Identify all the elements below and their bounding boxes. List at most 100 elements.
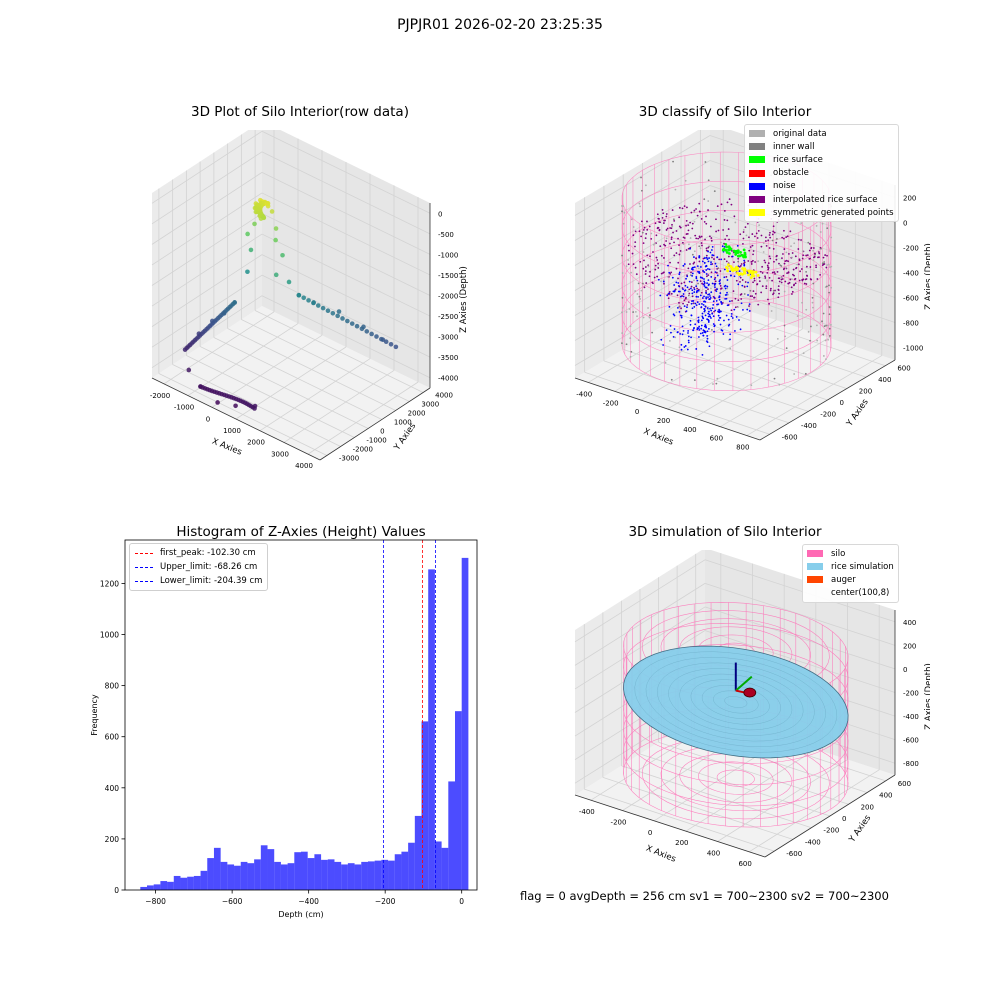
interp-point xyxy=(753,277,756,280)
interp-point xyxy=(715,218,717,221)
symmetric-point xyxy=(735,268,739,271)
interp-point xyxy=(728,198,731,201)
y-tick-label: -600 xyxy=(782,433,798,441)
noise-point xyxy=(697,270,699,273)
raw-point xyxy=(383,339,389,345)
noise-point xyxy=(714,271,717,274)
interp-point xyxy=(812,247,815,249)
legend-label: rice simulation xyxy=(831,561,894,572)
histogram-bar xyxy=(461,557,469,890)
wall-point xyxy=(784,335,787,338)
interp-point xyxy=(663,282,665,285)
histogram-bar xyxy=(240,861,248,890)
noise-point xyxy=(708,298,711,301)
noise-point xyxy=(703,310,706,313)
wall-point xyxy=(776,337,779,340)
histogram-bar xyxy=(408,842,415,890)
interp-point xyxy=(728,238,730,241)
noise-point xyxy=(703,285,706,287)
wall-point xyxy=(703,198,706,201)
interp-point xyxy=(733,261,735,263)
legend-label: obstacle xyxy=(773,168,809,179)
wall-point xyxy=(812,282,815,285)
legend-label: symmetric generated points xyxy=(773,207,894,218)
interp-point xyxy=(783,262,786,265)
interp-point xyxy=(751,295,754,298)
axis-lines xyxy=(574,610,896,858)
raw-point xyxy=(369,331,374,337)
rice-surface-point xyxy=(744,255,747,259)
y-tick-label: 400 xyxy=(878,376,891,384)
wall-point xyxy=(621,332,624,334)
noise-point xyxy=(673,314,676,317)
interp-point xyxy=(775,241,778,244)
wall-point xyxy=(830,323,832,326)
x-tick-label: −600 xyxy=(222,897,243,906)
interp-point xyxy=(700,291,703,294)
interp-point xyxy=(663,257,665,259)
rice-surface-point xyxy=(734,253,738,256)
noise-point xyxy=(698,255,701,257)
noise-point xyxy=(684,345,687,347)
interp-point xyxy=(726,201,729,204)
interp-point xyxy=(698,235,701,238)
wall-point xyxy=(827,263,830,266)
noise-point xyxy=(742,309,744,311)
noise-point xyxy=(720,300,722,303)
wall-point xyxy=(642,251,645,253)
noise-point xyxy=(696,279,699,282)
interp-point xyxy=(646,220,648,223)
noise-point xyxy=(739,328,742,331)
interp-point xyxy=(775,258,778,261)
interp-point xyxy=(817,251,820,253)
x-tick-label: -1000 xyxy=(174,404,194,412)
histogram-bar xyxy=(354,864,362,890)
interp-point xyxy=(642,242,645,245)
wall-point xyxy=(634,290,637,292)
z-tick-label: -1000 xyxy=(438,251,458,259)
interp-point xyxy=(665,215,668,218)
interp-point xyxy=(668,291,671,293)
interp-point xyxy=(685,224,687,227)
noise-point xyxy=(694,323,697,326)
histogram-bar xyxy=(220,861,228,890)
histogram-bar xyxy=(200,870,208,890)
interp-point xyxy=(765,285,768,288)
interp-point xyxy=(733,215,736,218)
interp-point xyxy=(758,276,761,279)
interp-point xyxy=(644,266,647,268)
interp-point xyxy=(673,220,676,222)
interp-point xyxy=(696,214,699,217)
raw-point xyxy=(252,221,257,227)
legend-swatch xyxy=(807,563,823,571)
y-tick-label: 600 xyxy=(105,733,120,742)
interp-point xyxy=(752,281,754,284)
z-tick-label: 200 xyxy=(903,642,916,650)
noise-point xyxy=(712,300,715,303)
noise-point xyxy=(733,275,736,278)
interp-point xyxy=(685,233,688,235)
x-axis-label: X Axies xyxy=(644,844,677,865)
noise-point xyxy=(678,273,681,276)
x-tick-label: −800 xyxy=(145,897,166,906)
interp-point xyxy=(662,271,664,274)
histogram-bar xyxy=(213,847,221,890)
legend-label: noise xyxy=(773,181,796,192)
noise-point xyxy=(726,291,728,294)
legend-item: inner wall xyxy=(749,140,894,153)
noise-point xyxy=(690,287,692,290)
legend-swatch xyxy=(749,130,765,138)
interp-point xyxy=(677,277,679,280)
wall-point xyxy=(737,306,739,309)
interp-point xyxy=(754,261,757,263)
interp-point xyxy=(660,254,663,257)
legend-item: Lower_limit: -204.39 cm xyxy=(135,574,262,588)
interp-point xyxy=(698,260,701,263)
wall-point xyxy=(811,301,814,304)
noise-point xyxy=(707,293,710,296)
interp-point xyxy=(730,309,733,312)
interp-point xyxy=(793,278,796,281)
noise-point xyxy=(735,316,738,318)
noise-point xyxy=(748,310,751,312)
symmetric-point xyxy=(747,273,750,277)
